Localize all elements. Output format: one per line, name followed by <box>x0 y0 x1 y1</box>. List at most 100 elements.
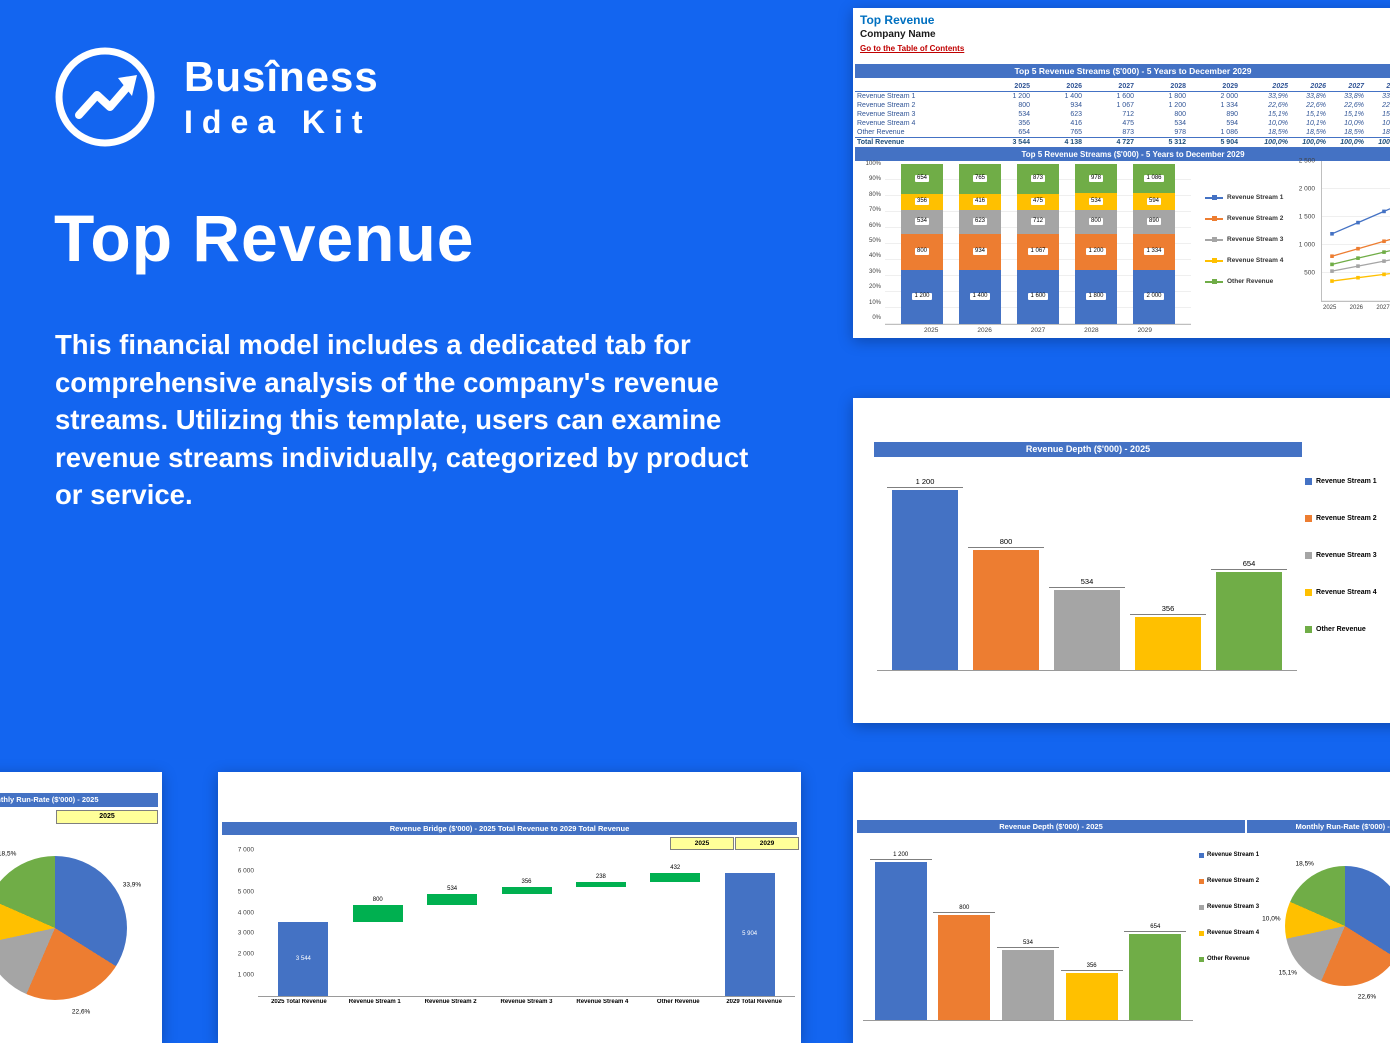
y-tick: 6 000 <box>237 867 254 875</box>
cell-value: 800 <box>1174 111 1186 118</box>
waterfall-bar <box>650 872 701 882</box>
cell-value: 416 <box>1070 120 1082 127</box>
cell-value: 934 <box>1070 102 1082 109</box>
segment-label: 623 <box>972 218 987 226</box>
cell-value: 2027 <box>1085 82 1137 92</box>
chart-legend: Revenue Stream 1 Revenue Stream 2 Revenue … <box>1205 194 1283 299</box>
depth-chart: 1 200 800 534 356 654 <box>877 468 1297 671</box>
table-row: Revenue Stream 4 356 416 475 534 594 10,0% 10,1… <box>855 119 1390 128</box>
segment-label: 978 <box>1088 175 1103 183</box>
stacked-segment: 356 <box>901 193 943 210</box>
cell-value: 3 544 <box>981 137 1033 148</box>
runrate-chart-title: Monthly Run-Rate ($'000) - 2025 <box>0 793 158 807</box>
cell-value: 594 <box>1226 120 1238 127</box>
pie-slice-label: 22,6% <box>1356 993 1378 1001</box>
legend-item: Revenue Stream 4 <box>1199 930 1259 936</box>
cell-value: 890 <box>1226 111 1238 118</box>
cell-value: 2029 <box>1189 82 1241 92</box>
stacked-segment: 712 <box>1017 209 1059 234</box>
bar-column: 800 <box>933 842 996 1020</box>
column-gap <box>1241 128 1253 138</box>
cell-percent: 2025 <box>1253 82 1291 92</box>
stacked-bar: 654 356 534 800 1 200 <box>901 164 943 324</box>
brand: Busîness Idea Kit <box>52 44 379 150</box>
segment-label: 1 200 <box>1086 248 1106 256</box>
legend-swatch <box>1199 956 1204 962</box>
legend-item: Other Revenue <box>1205 278 1283 285</box>
segment-label: 1 334 <box>1144 248 1164 256</box>
table-row: Revenue Stream 2 800 934 1 067 1 200 1 334 22,… <box>855 101 1390 110</box>
legend-line-marker <box>1205 195 1223 200</box>
year-selector-end[interactable]: 2029 <box>735 837 799 850</box>
pie-slice-label: 33,9% <box>121 881 143 889</box>
legend-label: Revenue Stream 4 <box>1316 589 1377 596</box>
legend-item: Revenue Stream 4 <box>1305 589 1377 596</box>
row-label: Revenue Stream 3 <box>857 111 916 118</box>
bar-column: 356 <box>1130 468 1206 670</box>
column-gap <box>1241 101 1253 110</box>
stacked-chart-title: Top 5 Revenue Streams ($'000) - 5 Years … <box>855 148 1390 161</box>
pie-slice-label: 18,5% <box>0 850 18 858</box>
waterfall-slot: 432 <box>646 850 704 996</box>
segment-label: 712 <box>1030 218 1045 226</box>
legend-item: Other Revenue <box>1305 626 1377 633</box>
x-tick: 2026 <box>977 327 992 334</box>
legend-item: Revenue Stream 2 <box>1199 878 1259 884</box>
y-tick: 2 000 <box>237 950 254 958</box>
stacked-segment: 934 <box>959 233 1001 270</box>
cell-percent: 15,1% <box>1306 111 1326 118</box>
legend-swatch <box>1199 852 1204 858</box>
year-selector[interactable]: 2025 <box>56 810 158 824</box>
bar-label: 1 200 <box>887 477 963 489</box>
x-tick: Other Revenue <box>656 999 700 1005</box>
waterfall-bar <box>427 894 478 906</box>
y-tick: 2 500 <box>1298 157 1315 165</box>
bar-label: 800 <box>933 905 996 913</box>
sheet-title: Top Revenue <box>860 13 935 27</box>
legend-item: Revenue Stream 3 <box>1205 236 1283 243</box>
legend-item: Revenue Stream 3 <box>1305 552 1377 559</box>
legend-label: Revenue Stream 1 <box>1207 852 1260 858</box>
segment-label: 654 <box>914 175 929 183</box>
legend-label: Revenue Stream 4 <box>1207 930 1260 936</box>
stacked-segment: 1 086 <box>1133 164 1175 194</box>
bar <box>973 550 1039 670</box>
y-tick: 1 000 <box>237 971 254 979</box>
bar-column: 1 200 <box>887 468 963 670</box>
bar <box>1129 933 1182 1020</box>
segment-label: 1 200 <box>912 293 932 301</box>
year-selector-start[interactable]: 2025 <box>670 837 734 850</box>
company-name: Company Name <box>860 29 936 40</box>
segment-label: 594 <box>1146 197 1161 205</box>
brand-subname: Idea Kit <box>184 104 372 140</box>
cell-value: 534 <box>1018 111 1030 118</box>
segment-label: 1 800 <box>1086 293 1106 301</box>
segment-label: 1 600 <box>1028 293 1048 301</box>
bar-label: 654 <box>1124 924 1187 932</box>
segment-label: 475 <box>1030 198 1045 206</box>
bar-label: 356 <box>521 878 532 885</box>
stacked-segment: 534 <box>1075 193 1117 210</box>
pie-slice-label: 15,1% <box>1277 969 1299 977</box>
bar-column: 800 <box>968 468 1044 670</box>
bridge-chart: 3 544 800 534 356 238 432 5 904 <box>258 850 795 997</box>
cell-value: 765 <box>1070 129 1082 136</box>
stacked-bar: 1 086 594 890 1 334 2 000 <box>1133 164 1175 324</box>
cell-percent: 22,6% <box>1344 102 1364 109</box>
bridge-y-axis: 7 000 6 000 5 000 4 000 3 000 2 000 1 000 <box>224 847 256 996</box>
waterfall-slot: 356 <box>498 850 556 996</box>
y-tick: 5 000 <box>237 888 254 896</box>
cell-percent: 100,0% <box>1367 137 1390 148</box>
cell-percent: 18,5% <box>1268 129 1288 136</box>
segment-label: 1 086 <box>1144 175 1164 183</box>
table-of-contents-link[interactable]: Go to the Table of Contents <box>860 44 965 53</box>
waterfall-bar <box>501 886 552 895</box>
depth-legend: Revenue Stream 1 Revenue Stream 2 Revenue … <box>1305 478 1377 663</box>
segment-label: 934 <box>972 248 987 256</box>
stacked-segment: 534 <box>901 209 943 234</box>
legend-label: Revenue Stream 2 <box>1316 515 1377 522</box>
waterfall-bar: 5 904 <box>724 872 775 996</box>
y-tick: 3 000 <box>237 929 254 937</box>
column-gap <box>1241 137 1253 148</box>
cell-value: 873 <box>1122 129 1134 136</box>
